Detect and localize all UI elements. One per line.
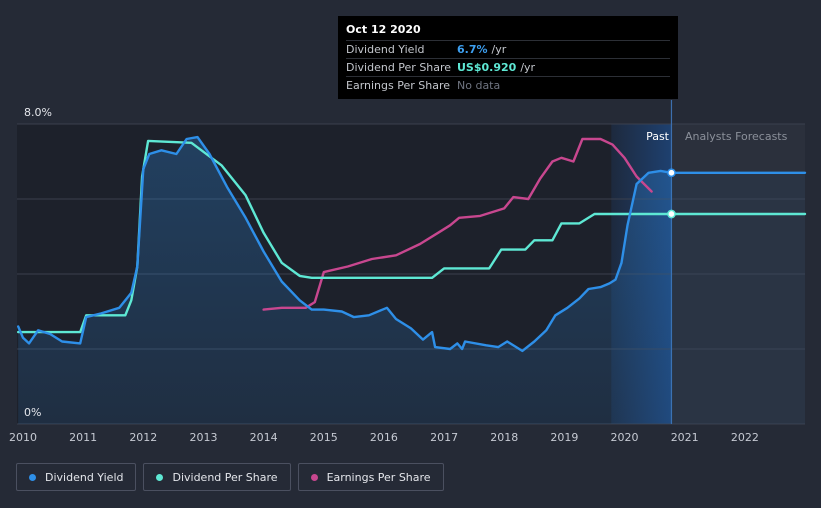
tooltip-row-label: Dividend Yield (346, 43, 425, 56)
legend-item-earnings-per-share[interactable]: Earnings Per Share (297, 463, 444, 491)
legend-dot-icon (29, 473, 36, 481)
x-tick-label: 2011 (69, 431, 97, 444)
x-tick-label: 2019 (550, 431, 578, 444)
x-tick-label: 2018 (490, 431, 518, 444)
tooltip-row-label: Earnings Per Share (346, 79, 451, 92)
y-label-top: 8.0% (24, 106, 52, 119)
tooltip-row-value: No data (457, 79, 501, 92)
x-tick-label: 2014 (250, 431, 278, 444)
tooltip-row-value: US$0.920 (457, 61, 517, 74)
x-tick-label: 2020 (611, 431, 639, 444)
x-tick-label: 2015 (310, 431, 338, 444)
dividend-yield-forecast-area (671, 172, 805, 424)
tooltip-row-value: 6.7% (457, 43, 488, 56)
tooltip-row-dividend-yield: Dividend Yield 6.7% /yr (346, 40, 670, 58)
series-line-dividend-per-share (17, 139, 807, 334)
past-label: Past (646, 130, 670, 143)
x-tick-label: 2016 (370, 431, 398, 444)
x-tick-label: 2010 (9, 431, 37, 444)
dividend-yield-area (18, 137, 672, 424)
tooltip-row-dividend-per-share: Dividend Per Share US$0.920 /yr (346, 58, 670, 76)
x-tick-label: 2012 (129, 431, 157, 444)
legend-dot-icon (156, 473, 164, 481)
legend-item-dividend-yield[interactable]: Dividend Yield (16, 463, 137, 491)
y-label-bottom: 0% (24, 406, 41, 419)
series-line-earnings-per-share (262, 137, 653, 311)
series-line-dividend-yield (17, 135, 807, 353)
marker-dividend-per-share (667, 209, 676, 219)
tooltip-row-earnings-per-share: Earnings Per Share No data (346, 76, 670, 94)
forecast-label: Analysts Forecasts (685, 130, 788, 143)
legend-item-dividend-per-share[interactable]: Dividend Per Share (143, 463, 291, 491)
x-tick-label: 2017 (430, 431, 458, 444)
legend-dot-icon (310, 473, 318, 481)
tooltip-row-label: Dividend Per Share (346, 61, 452, 74)
x-tick-label: 2021 (671, 431, 699, 444)
marker-dividend-yield (667, 168, 676, 178)
tooltip-row-unit: /yr (491, 43, 507, 56)
x-tick-label: 2022 (731, 431, 759, 444)
legend: Dividend Yield Dividend Per Share Earnin… (16, 463, 444, 491)
legend-label: Dividend Yield (45, 470, 124, 484)
tooltip-row-unit: /yr (520, 61, 536, 74)
legend-label: Earnings Per Share (326, 470, 431, 484)
x-tick-label: 2013 (189, 431, 217, 444)
tooltip: Oct 12 2020 Dividend Yield 6.7% /yr Divi… (338, 16, 678, 99)
legend-label: Dividend Per Share (172, 470, 278, 484)
tooltip-date: Oct 12 2020 (346, 23, 421, 36)
